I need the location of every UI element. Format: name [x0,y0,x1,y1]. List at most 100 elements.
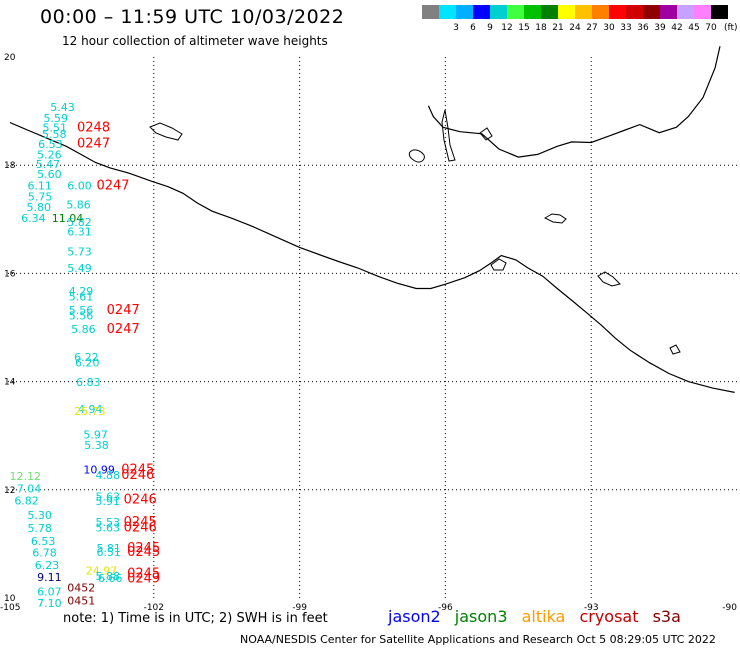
wave-height-value: 5.78 [27,522,52,535]
lat-tick-label: 12 [4,486,15,496]
lat-tick-label: 10 [4,594,16,604]
wave-height-value: 6.82 [14,494,39,507]
pass-time-labels: 0248024702470247024702450246024602450246… [77,121,160,587]
color-scale-swatch [473,5,490,19]
wave-height-value: 24.97 [86,565,118,578]
color-scale-unit: (ft) [724,23,738,33]
color-scale-swatch [575,5,592,19]
color-scale-swatch [490,5,507,19]
pass-time-label: 0246 [124,520,157,535]
wave-height-value: 5.58 [42,128,67,141]
island-outline [408,149,425,163]
wave-height-value: 5.75 [28,190,53,203]
island-outline [479,127,493,141]
color-scale-swatch [541,5,558,19]
pass-time-label: 0248 [77,121,110,136]
color-scale-label: 33 [620,23,631,33]
color-scale-label: 6 [470,23,476,33]
lat-tick-label: 20 [4,53,16,63]
pacific-coastline [9,121,735,393]
pass-time-label: 0245 [127,545,160,560]
wave-height-value: 5.59 [43,112,67,125]
wave-height-value: 5.43 [50,101,74,114]
wave-height-value: 5.49 [67,262,92,275]
satellite-s3a: s3a [652,607,681,626]
wave-height-value: 6.31 [67,226,92,239]
wave-height-value: 25.73 [74,405,106,418]
color-scale-swatch [711,5,728,19]
wave-height-value: 5.56 [69,304,94,317]
wave-height-value: 5.97 [83,428,108,441]
wave-height-value: 6.83 [76,376,101,389]
wave-height-value: 6.53 [38,138,63,151]
wave-height-value: 6.11 [27,180,52,193]
pass-time-label: 0247 [96,179,129,194]
wave-height-value: 5.81 [96,542,121,555]
wave-height-value: 11.04 [52,212,84,225]
wave-height-value: 6.07 [37,585,62,598]
wave-height-value: 6.53 [31,535,56,548]
wave-height-value: 7.04 [17,483,42,496]
pass-time-label: 0246 [121,468,154,483]
lon-tick-label: -102 [144,603,164,613]
lat-tick-label: 16 [4,269,16,279]
wave-height-value: 5.91 [95,495,120,508]
wave-height-value: 5.63 [95,521,120,534]
lon-tick-label: -96 [438,603,453,613]
color-scale-label: 24 [569,23,581,33]
wave-height-value: 5.63 [95,491,120,504]
color-scale-swatch [643,5,660,19]
color-scale-label: 70 [705,23,717,33]
lat-tick-label: 14 [4,378,16,388]
wave-height-value: 5.38 [84,439,109,452]
axis-tick-labels: -105 -102 -99 -96 -93 -90 20 18 16 14 12 10 [0,53,737,613]
color-scale-swatch [456,5,473,19]
island-outline [669,344,681,355]
wave-height-value: 4.29 [69,285,94,298]
units-note: note: 1) Time is in UTC; 2) SWH is in fe… [63,611,328,626]
wave-height-value: 6.51 [96,546,121,559]
wave-height-value: 5.26 [37,149,62,162]
color-scale-swatch [660,5,677,19]
color-scale-swatch [439,5,456,19]
lon-tick-label: -99 [292,603,307,613]
wave-height-value: 6.34 [21,212,46,225]
wave-height-value: 5.53 [95,516,120,529]
satellite-altika: altika [521,607,566,626]
wave-height-value: 6.20 [75,356,100,369]
island-outline [490,258,507,271]
satellite-legend: jason2 jason3 altika cryosat s3a [388,607,690,626]
map-title: 00:00 – 11:59 UTC 10/03/2022 [40,6,345,28]
pass-time-label: 0247 [107,322,140,337]
color-scale-label: 12 [501,23,512,33]
color-scale-label: 18 [535,23,547,33]
color-scale-label: 9 [487,23,493,33]
wave-height-value: 5.86 [71,323,96,336]
pass-time-label: 0247 [77,136,110,151]
gulf-coastline [427,46,721,158]
lon-tick-label: -90 [722,603,737,613]
data-credit: NOAA/NESDIS Center for Satellite Applica… [240,633,716,646]
coastline-layer [9,46,735,393]
lat-tick-label: 18 [4,161,16,171]
island-outline [149,122,183,141]
color-scale-swatch [507,5,524,19]
satellite-jason3: jason3 [454,607,508,626]
wave-height-value: 5.60 [37,168,62,181]
color-scale-swatch [524,5,541,19]
lon-tick-label: -105 [0,603,20,613]
color-scale-swatch [592,5,609,19]
color-scale-legend: 3 6 9 12 15 18 21 24 27 30 33 36 39 42 45 70 (ft) [422,5,738,33]
wave-height-value: 5.80 [26,201,51,214]
pass-time-label: 0245 [127,541,160,556]
pass-time-label: 0249 [127,571,160,586]
wave-height-value: 5.47 [36,158,61,171]
wave-height-value: 5.82 [67,216,92,229]
wave-height-value: 0452 [67,582,95,595]
color-scale-label: 30 [603,23,615,33]
satellite-cryosat: cryosat [579,607,639,626]
wave-height-value: 6.78 [32,546,57,559]
color-scale-swatch [558,5,575,19]
color-scale-swatch [422,5,439,19]
